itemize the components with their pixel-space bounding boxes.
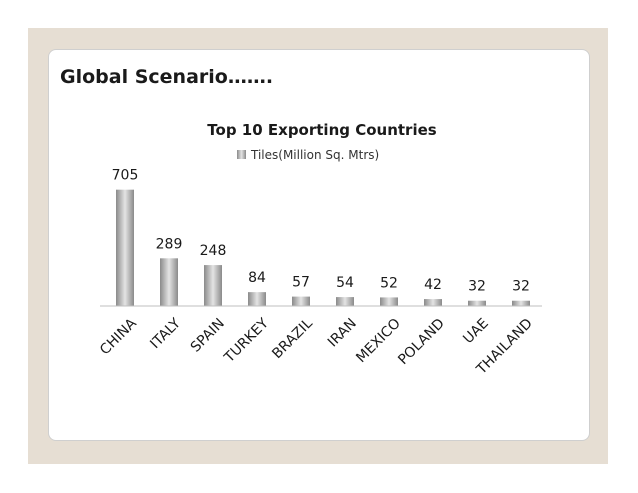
category-label: CHINA [97, 315, 140, 358]
category-label: UAE [460, 316, 492, 348]
bar-iran [336, 297, 354, 306]
value-label: 57 [292, 275, 310, 291]
bar-brazil [292, 296, 310, 306]
value-label: 32 [512, 279, 530, 295]
bar-china [116, 189, 134, 306]
slide-title: Global Scenario……. [60, 66, 274, 88]
value-label: 84 [248, 270, 266, 286]
bar-poland [424, 299, 442, 306]
bar-spain [204, 265, 222, 306]
value-label: 52 [380, 275, 398, 291]
bar-thailand [512, 300, 530, 306]
chart-title: Top 10 Exporting Countries [207, 121, 436, 139]
value-label: 248 [200, 243, 227, 259]
category-label: POLAND [395, 316, 448, 369]
value-label: 289 [156, 236, 183, 252]
category-label: ITALY [147, 315, 184, 352]
slide-card [48, 49, 590, 441]
legend-label: Tiles(Million Sq. Mtrs) [250, 148, 379, 162]
category-label: BRAZIL [269, 315, 316, 362]
bar-uae [468, 300, 486, 306]
bar-turkey [248, 292, 266, 306]
value-label: 705 [112, 168, 139, 184]
value-label: 32 [468, 279, 486, 295]
category-label: TURKEY [221, 315, 272, 366]
value-label: 42 [424, 277, 442, 293]
bar-italy [160, 258, 178, 306]
value-label: 54 [336, 275, 354, 291]
legend-swatch [237, 150, 246, 159]
category-label: SPAIN [188, 316, 228, 356]
category-label: IRAN [325, 316, 360, 351]
bar-mexico [380, 297, 398, 306]
